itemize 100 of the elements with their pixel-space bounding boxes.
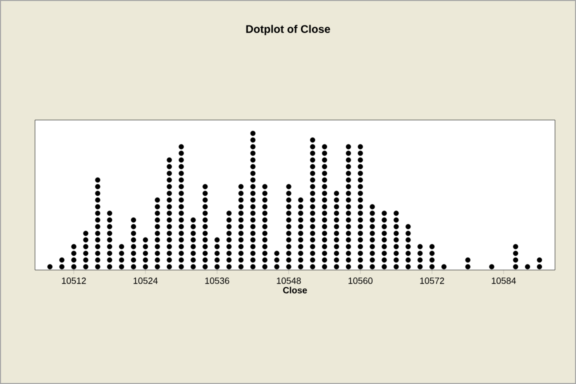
point <box>346 177 351 182</box>
point <box>346 150 351 156</box>
point <box>166 224 172 230</box>
point <box>262 237 268 242</box>
point <box>250 217 256 223</box>
point <box>310 170 316 176</box>
point <box>274 264 280 270</box>
chart-title: Dotplot of Close <box>246 24 330 36</box>
point <box>346 257 351 263</box>
point <box>382 237 387 242</box>
point <box>262 197 268 203</box>
point <box>358 157 363 163</box>
point <box>370 244 375 250</box>
point <box>310 157 316 163</box>
point <box>358 164 363 170</box>
point <box>513 264 518 270</box>
point <box>250 230 256 236</box>
point <box>178 164 184 170</box>
point <box>95 197 100 203</box>
point <box>190 257 196 263</box>
point <box>95 184 100 190</box>
point <box>322 217 328 223</box>
point <box>394 230 399 236</box>
point <box>286 224 292 230</box>
point <box>370 210 375 216</box>
point <box>262 190 268 196</box>
point <box>489 264 494 270</box>
point <box>262 230 268 236</box>
point <box>130 224 136 230</box>
point <box>166 170 172 176</box>
point <box>394 250 399 256</box>
point <box>59 257 64 263</box>
point <box>286 204 292 210</box>
point <box>178 170 184 176</box>
point <box>310 184 316 190</box>
point <box>298 204 304 210</box>
point <box>214 264 220 270</box>
point <box>226 224 232 230</box>
point <box>322 244 328 250</box>
point <box>250 224 256 230</box>
point <box>250 150 256 156</box>
point <box>71 257 76 263</box>
point <box>322 257 328 263</box>
point <box>142 264 148 270</box>
point <box>202 197 208 203</box>
point <box>214 250 220 256</box>
point <box>310 237 316 242</box>
point <box>322 204 328 210</box>
point <box>382 244 387 250</box>
point <box>394 244 399 250</box>
point <box>286 230 292 236</box>
point <box>262 217 268 223</box>
point <box>286 237 292 242</box>
point <box>286 264 292 270</box>
point <box>358 210 363 216</box>
point <box>166 157 172 163</box>
point <box>238 184 244 190</box>
point <box>238 257 244 263</box>
point <box>262 264 268 270</box>
point <box>286 244 292 250</box>
point <box>95 204 100 210</box>
point <box>298 217 304 223</box>
point <box>250 250 256 256</box>
point <box>190 230 196 236</box>
point <box>190 217 196 223</box>
point <box>71 244 76 250</box>
point <box>130 244 136 250</box>
point <box>166 197 172 203</box>
point <box>178 224 184 230</box>
point <box>166 257 172 263</box>
point <box>394 210 399 216</box>
point <box>429 264 435 270</box>
point <box>358 144 363 150</box>
point <box>95 264 100 270</box>
point <box>119 250 124 256</box>
point <box>406 244 411 250</box>
point <box>429 257 435 263</box>
point <box>310 257 316 263</box>
point <box>142 237 148 242</box>
x-tick-label: 10536 <box>205 278 230 284</box>
point <box>322 237 328 242</box>
point <box>95 217 100 223</box>
point <box>250 264 256 270</box>
point <box>358 244 363 250</box>
point <box>119 257 124 263</box>
point <box>322 190 328 196</box>
point <box>322 150 328 156</box>
point <box>250 197 256 203</box>
point <box>322 177 328 182</box>
point <box>322 164 328 170</box>
point <box>418 244 423 250</box>
point <box>310 204 316 210</box>
point <box>202 217 208 223</box>
point <box>382 210 387 216</box>
point <box>382 257 387 263</box>
point <box>250 257 256 263</box>
point <box>166 210 172 216</box>
point <box>370 217 375 223</box>
point <box>178 197 184 203</box>
point <box>382 224 387 230</box>
